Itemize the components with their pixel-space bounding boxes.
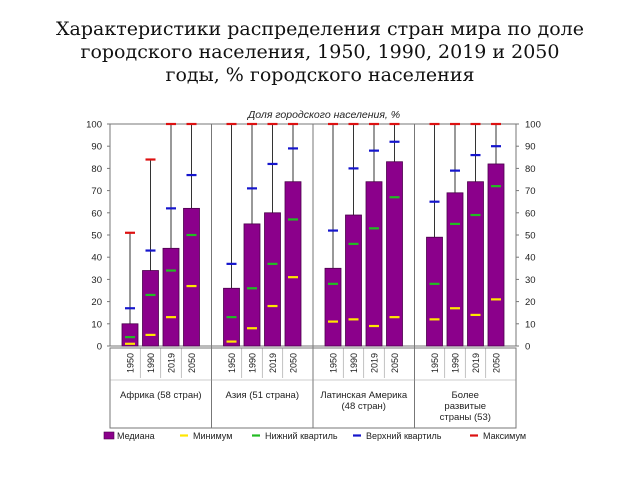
- y-tick-label-right: 70: [525, 186, 536, 197]
- y-tick-label-left: 70: [91, 186, 102, 197]
- legend-label: Верхний квартиль: [366, 431, 442, 441]
- plot-area: 0 0 10 10 20 20 30 30 40 40 50 50 60 60 70 70 80 80 90 90 10…: [86, 120, 541, 442]
- legend-swatch-median: [103, 431, 115, 440]
- y-tick-label-right: 0: [525, 342, 530, 353]
- y-tick-label-left: 0: [97, 342, 102, 353]
- title-line-3: годы, % городского населения: [165, 64, 475, 86]
- year-label: 2050: [492, 353, 502, 373]
- group-label: (48 стран): [342, 401, 386, 412]
- year-label: 1990: [349, 353, 359, 373]
- group-label: Латинская Америка: [320, 390, 408, 401]
- year-label: 2019: [268, 353, 278, 373]
- median-bar: [264, 212, 281, 347]
- y-tick-label-right: 60: [525, 208, 536, 219]
- group-label: Более: [452, 390, 479, 401]
- y-tick-label-left: 100: [86, 120, 102, 131]
- year-label: 2050: [390, 353, 400, 373]
- year-label: 2019: [370, 353, 380, 373]
- year-label: 2019: [167, 353, 177, 373]
- y-tick-label-right: 100: [525, 120, 541, 131]
- year-label: 1990: [248, 353, 258, 373]
- year-label: 2050: [187, 353, 197, 373]
- median-bar: [345, 214, 362, 347]
- y-tick-label-right: 30: [525, 275, 536, 286]
- legend-label: Медиана: [117, 431, 155, 441]
- median-bar: [324, 267, 342, 347]
- page-title: Характеристики распределения стран мира …: [0, 18, 640, 87]
- y-tick-label-right: 10: [525, 319, 536, 330]
- y-tick-label-left: 30: [91, 275, 102, 286]
- title-line-1: Характеристики распределения стран мира …: [56, 18, 584, 40]
- y-tick-label-right: 40: [525, 253, 536, 264]
- y-tick-label-left: 50: [91, 231, 102, 242]
- y-tick-label-left: 10: [91, 319, 102, 330]
- y-tick-label-right: 90: [525, 142, 536, 153]
- y-tick-label-left: 40: [91, 253, 102, 264]
- year-label: 2019: [471, 353, 481, 373]
- group-label: Азия (51 страна): [225, 390, 299, 401]
- y-tick-label-right: 20: [525, 297, 536, 308]
- median-bar: [487, 163, 505, 347]
- year-label: 1990: [451, 353, 461, 373]
- median-bar: [365, 181, 383, 347]
- year-label: 1950: [430, 353, 440, 373]
- group-label: Африка (58 стран): [120, 390, 202, 401]
- median-bar: [183, 207, 200, 347]
- chart-title: Доля городского населения, %: [247, 109, 400, 121]
- legend-label: Максимум: [483, 431, 526, 441]
- y-tick-label-right: 50: [525, 231, 536, 242]
- year-label: 1950: [126, 353, 136, 373]
- median-bar: [162, 247, 180, 347]
- median-bar: [446, 192, 464, 347]
- group-label: развитые: [444, 401, 486, 412]
- median-bar: [121, 323, 139, 347]
- y-tick-label-left: 90: [91, 142, 102, 153]
- y-tick-label-left: 60: [91, 208, 102, 219]
- median-bar: [142, 270, 159, 347]
- y-tick-label-left: 20: [91, 297, 102, 308]
- year-label: 2050: [289, 353, 299, 373]
- y-tick-label-right: 80: [525, 164, 536, 175]
- group-label: страны (53): [440, 412, 491, 423]
- legend-label: Минимум: [193, 431, 232, 441]
- year-label: 1950: [329, 353, 339, 373]
- median-bar: [386, 161, 403, 347]
- title-line-2: городского населения, 1950, 1990, 2019 и…: [80, 41, 560, 63]
- category-axis-frame: [109, 347, 517, 429]
- median-bar: [284, 181, 302, 347]
- median-bar: [426, 236, 443, 347]
- year-label: 1950: [227, 353, 237, 373]
- median-bar: [243, 223, 261, 347]
- year-label: 1990: [146, 353, 156, 373]
- y-tick-label-left: 80: [91, 164, 102, 175]
- median-bar: [467, 181, 484, 347]
- legend-label: Нижний квартиль: [265, 431, 338, 441]
